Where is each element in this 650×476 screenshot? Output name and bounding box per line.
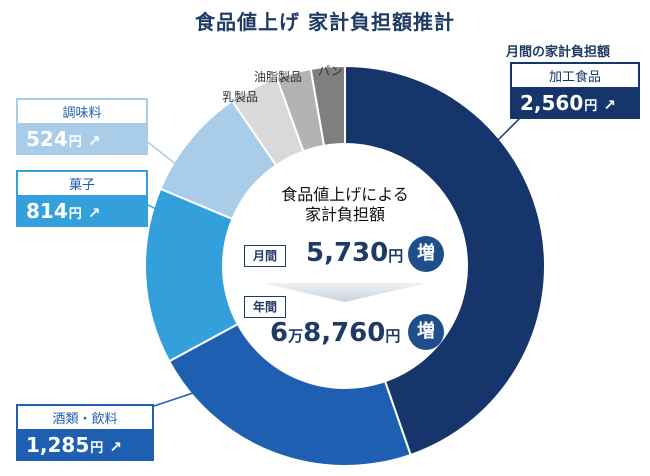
down-arrow-icon bbox=[262, 283, 428, 302]
callout-label: 加工食品 bbox=[512, 64, 638, 89]
callout-label: 菓子 bbox=[18, 172, 146, 197]
callout-酒類飲料: 酒類・飲料 1,285円 ↗ bbox=[16, 404, 154, 461]
callout-label: 調味料 bbox=[18, 100, 146, 125]
label-油脂製品: 油脂製品 bbox=[254, 70, 303, 84]
callout-調味料: 調味料 524円 ↗ bbox=[16, 98, 148, 155]
monthly-increase-badge: 増 bbox=[408, 236, 444, 272]
leader-加工食品 bbox=[497, 117, 521, 141]
callout-label: 酒類・飲料 bbox=[18, 406, 152, 431]
annual-tag: 年間 bbox=[244, 296, 286, 318]
callout-value: 2,560円 ↗ bbox=[512, 89, 638, 117]
annual-increase-badge: 増 bbox=[408, 314, 444, 350]
callout-value: 524円 ↗ bbox=[18, 125, 146, 153]
monthly-tag: 月間 bbox=[244, 245, 286, 267]
label-乳製品: 乳製品 bbox=[222, 90, 259, 104]
up-arrow-icon: ↗ bbox=[87, 132, 101, 150]
up-arrow-icon: ↗ bbox=[603, 96, 616, 114]
center-title: 食品値上げによる 家計負担額 bbox=[281, 185, 409, 224]
label-パン: パン bbox=[318, 64, 343, 78]
up-arrow-icon: ↗ bbox=[109, 438, 122, 456]
up-arrow-icon: ↗ bbox=[87, 204, 101, 222]
callout-菓子: 菓子 814円 ↗ bbox=[16, 170, 148, 227]
slice-パン bbox=[309, 64, 346, 147]
leader-酒類飲料 bbox=[147, 391, 197, 409]
monthly-total: 5,730円 bbox=[306, 238, 404, 268]
callout-value: 1,285円 ↗ bbox=[18, 431, 152, 459]
slice-酒類・飲料 bbox=[167, 322, 412, 467]
callout-加工食品: 加工食品 2,560円 ↗ bbox=[510, 62, 640, 119]
callout-value: 814円 ↗ bbox=[18, 197, 146, 225]
annual-total: 6万8,760円 bbox=[270, 318, 401, 348]
monthly-burden-caption: 月間の家計負担額 bbox=[506, 45, 611, 60]
chart-title: 食品値上げ 家計負担額推計 bbox=[195, 10, 455, 34]
slice-加工食品 bbox=[344, 64, 546, 457]
